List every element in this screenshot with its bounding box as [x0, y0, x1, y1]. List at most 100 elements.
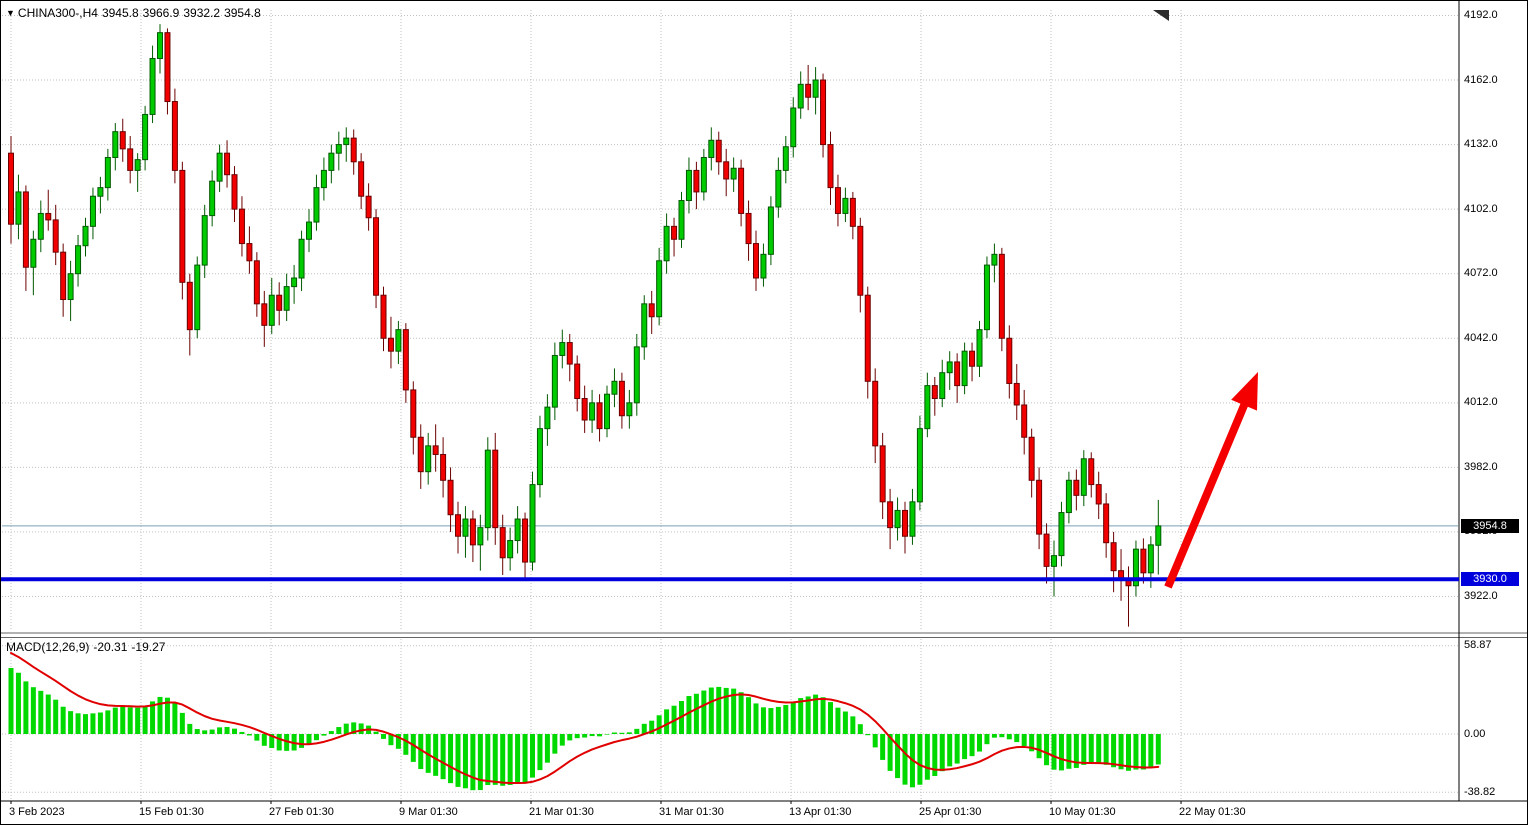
candle [186, 281, 193, 331]
candle [604, 393, 610, 430]
macd-histogram-bar [731, 688, 737, 734]
candle [425, 445, 432, 473]
macd-histogram-bar [1126, 734, 1131, 771]
macd-histogram-bar [515, 734, 521, 783]
macd-histogram-bar [15, 672, 21, 734]
macd-histogram-bar [83, 714, 88, 734]
time-axis-label: 13 Apr 01:30 [789, 806, 852, 818]
candle [112, 131, 119, 158]
macd-histogram-bar [760, 707, 766, 734]
macd-histogram-bar [977, 734, 982, 752]
candle [328, 152, 335, 171]
macd-histogram-bar [462, 734, 468, 789]
macd-histogram-bar [410, 734, 416, 762]
candle [216, 152, 223, 182]
time-axis-label: 10 May 01:30 [1049, 806, 1116, 818]
candle [157, 32, 163, 59]
macd-histogram-bar [559, 734, 565, 746]
current-price-badge: 3954.8 [1461, 518, 1519, 533]
price-axis-label: 3922.0 [1464, 589, 1498, 602]
macd-histogram-bar [954, 734, 960, 764]
macd-histogram-bar [90, 713, 96, 734]
macd-histogram-bar [500, 734, 506, 786]
macd-histogram-bar [880, 734, 886, 760]
macd-histogram-bar [187, 723, 193, 734]
candle [60, 251, 67, 301]
symbol-period-label: CHINA300-,H4 [17, 6, 98, 20]
candle [306, 221, 312, 240]
chart-shift-marker-icon[interactable] [1153, 10, 1169, 21]
macd-histogram-bar [440, 734, 446, 780]
macd-histogram-bar [1021, 734, 1027, 746]
support-line-badge: 3930.0 [1461, 572, 1519, 587]
candle [417, 436, 424, 473]
candle [142, 113, 149, 161]
macd-name: MACD(12,26,9) [6, 640, 90, 654]
candle [127, 148, 134, 171]
candle [909, 501, 916, 537]
candle [961, 350, 968, 387]
candle [358, 161, 365, 197]
macd-histogram-bar [306, 734, 312, 745]
candle [194, 264, 201, 331]
candle [522, 518, 529, 563]
candle [902, 509, 908, 537]
candle [164, 32, 171, 103]
macd-histogram-bar [30, 687, 36, 734]
macd-histogram-bar [991, 734, 997, 738]
candle [1036, 479, 1043, 535]
candle [1051, 555, 1057, 567]
macd-histogram-bar [917, 734, 923, 785]
candle [745, 212, 752, 245]
candle [663, 225, 670, 262]
time-axis-label: 27 Feb 01:30 [269, 806, 334, 818]
macd-histogram-bar [947, 734, 953, 767]
macd-histogram-bar [507, 734, 513, 785]
macd-histogram-bar [1096, 734, 1102, 764]
candle [1073, 479, 1080, 496]
macd-histogram-bar [358, 723, 364, 734]
candle [499, 527, 506, 559]
macd-histogram-bar [284, 734, 290, 751]
candle [1110, 542, 1117, 572]
symbol-dropdown-icon[interactable]: ▼ [6, 8, 15, 18]
macd-histogram-bar [157, 696, 163, 734]
candle [253, 260, 260, 305]
candle [1043, 533, 1050, 567]
macd-histogram-bar [23, 681, 29, 734]
candle [231, 174, 238, 210]
candle [462, 518, 469, 537]
macd-histogram-bar [850, 716, 856, 734]
candle [477, 527, 484, 546]
macd-histogram-bar [649, 720, 655, 734]
macd-histogram-bar [1148, 734, 1154, 768]
macd-histogram-bar [373, 731, 379, 734]
macd-histogram-bar [582, 734, 588, 738]
candle [589, 402, 596, 421]
macd-histogram-bar [8, 668, 14, 734]
macd-histogram-bar [746, 697, 752, 734]
macd-histogram-bar [738, 692, 744, 734]
macd-histogram-bar [589, 734, 595, 737]
annotations[interactable] [1, 372, 1459, 589]
candle [224, 152, 231, 176]
macd-histogram-bar [194, 729, 200, 734]
macd-histogram-bar [1118, 734, 1124, 770]
macd-histogram-bar [276, 734, 282, 751]
time-axis-label: 25 Apr 01:30 [919, 806, 982, 818]
macd-histogram-bar [388, 734, 394, 746]
macd-histogram-bar [544, 734, 550, 763]
time-axis-label: 22 May 01:30 [1179, 806, 1246, 818]
price-axis-label: 3982.0 [1464, 460, 1498, 473]
macd-histogram-bar [783, 704, 789, 734]
macd-axis-label: 0.00 [1464, 727, 1486, 740]
candle [633, 346, 640, 404]
macd-histogram-bar [1029, 734, 1035, 752]
trend-arrow-head[interactable] [1231, 372, 1258, 411]
candle [753, 243, 759, 279]
candle [529, 484, 536, 563]
candle [596, 402, 603, 430]
macd-histogram-bar [604, 734, 610, 735]
macd-pane [8, 652, 1161, 791]
